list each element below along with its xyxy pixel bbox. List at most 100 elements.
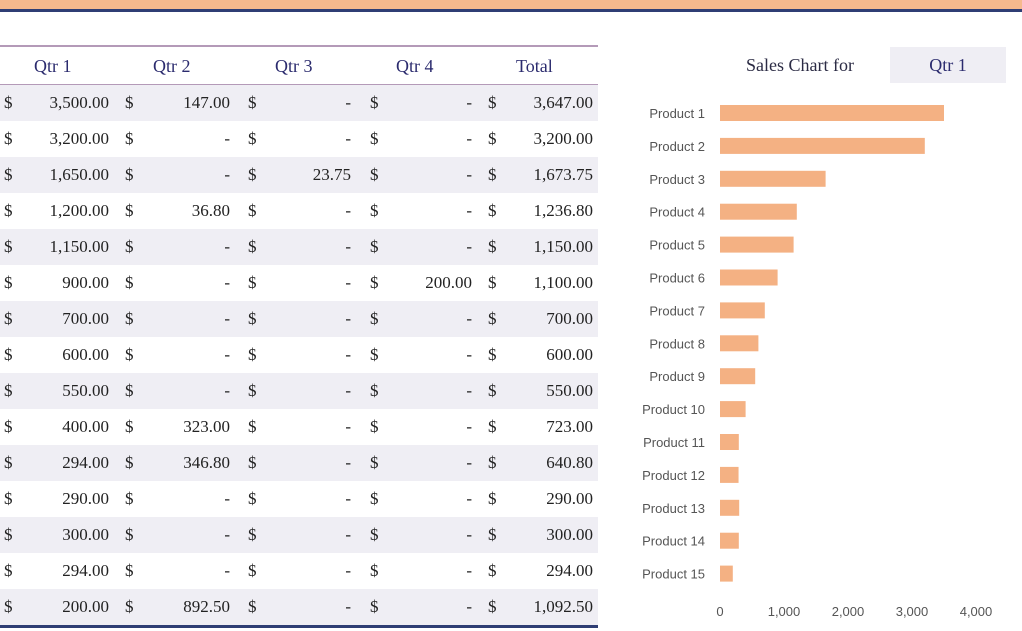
currency-symbol: $	[4, 525, 13, 544]
table-cell: -	[224, 237, 230, 256]
sales-table: Qtr 1 Qtr 2 Qtr 3 Qtr 4 Total $3,500.00 $147.…	[0, 45, 598, 628]
table-cell: 290.00	[546, 489, 593, 508]
currency-symbol: $	[4, 237, 13, 256]
table-cell: -	[466, 165, 472, 184]
currency-symbol: $	[4, 273, 13, 292]
table-cell: 700.00	[546, 309, 593, 328]
table-row: $400.00 $323.00 $ - $ - $723.00	[0, 409, 598, 445]
category-label: Product 7	[649, 303, 705, 318]
table-cell: 3,647.00	[533, 93, 594, 112]
table-row: $600.00 $ - $ - $ - $600.00	[0, 337, 598, 373]
currency-symbol: $	[248, 525, 257, 544]
table-cell: -	[466, 381, 472, 400]
currency-symbol: $	[248, 489, 257, 508]
table-cell: -	[224, 489, 230, 508]
table-row: $3,500.00 $147.00 $ - $ - $3,647.00	[0, 85, 598, 121]
currency-symbol: $	[488, 201, 497, 220]
table-cell: 3,200.00	[49, 129, 110, 148]
category-label: Product 12	[642, 468, 705, 483]
column-header: Total	[516, 56, 553, 76]
currency-symbol: $	[248, 273, 257, 292]
table-cell: 723.00	[546, 417, 593, 436]
quarter-selector[interactable]: Qtr 1	[890, 47, 1006, 83]
currency-symbol: $	[488, 309, 497, 328]
table-cell: -	[466, 525, 472, 544]
currency-symbol: $	[4, 561, 13, 580]
currency-symbol: $	[370, 345, 379, 364]
currency-symbol: $	[488, 561, 497, 580]
table-cell: -	[224, 525, 230, 544]
currency-symbol: $	[4, 489, 13, 508]
table-cell: -	[466, 237, 472, 256]
currency-symbol: $	[370, 561, 379, 580]
table-cell: -	[345, 345, 351, 364]
table-cell: -	[345, 93, 351, 112]
currency-symbol: $	[488, 129, 497, 148]
table-cell: -	[345, 453, 351, 472]
table-row: $1,150.00 $ - $ - $ - $1,150.00	[0, 229, 598, 265]
currency-symbol: $	[248, 237, 257, 256]
table-cell: 600.00	[62, 345, 109, 364]
table-cell: -	[466, 453, 472, 472]
table-cell: 550.00	[62, 381, 109, 400]
currency-symbol: $	[125, 93, 134, 112]
table-cell: -	[224, 273, 230, 292]
column-header: Qtr 1	[34, 56, 72, 76]
currency-symbol: $	[125, 525, 134, 544]
table-row: $550.00 $ - $ - $ - $550.00	[0, 373, 598, 409]
x-tick-label: 2,000	[832, 604, 865, 619]
table-cell: -	[345, 129, 351, 148]
bar	[720, 368, 756, 385]
currency-symbol: $	[370, 201, 379, 220]
currency-symbol: $	[125, 561, 134, 580]
table-bottom-border	[0, 625, 598, 628]
table-cell: -	[345, 309, 351, 328]
table-cell: -	[345, 237, 351, 256]
chart-title: Sales Chart for	[746, 55, 854, 75]
currency-symbol: $	[125, 417, 134, 436]
table-cell: -	[224, 345, 230, 364]
table-cell: 294.00	[62, 453, 109, 472]
currency-symbol: $	[125, 597, 134, 616]
table-cell: 300.00	[546, 525, 593, 544]
category-label: Product 9	[649, 369, 705, 384]
category-label: Product 4	[649, 205, 705, 220]
bar	[720, 401, 746, 418]
table-cell: -	[466, 561, 472, 580]
table-cell: -	[345, 489, 351, 508]
table-cell: 300.00	[62, 525, 109, 544]
category-label: Product 14	[642, 534, 705, 549]
table-cell: 1,650.00	[49, 165, 110, 184]
table-cell: -	[466, 345, 472, 364]
table-cell: 294.00	[62, 561, 109, 580]
currency-symbol: $	[488, 489, 497, 508]
currency-symbol: $	[488, 93, 497, 112]
currency-symbol: $	[4, 597, 13, 616]
currency-symbol: $	[125, 237, 134, 256]
table-cell: 600.00	[546, 345, 593, 364]
table-cell: -	[345, 201, 351, 220]
table-cell: 23.75	[312, 165, 351, 184]
category-label: Product 5	[649, 238, 705, 253]
table-cell: -	[224, 309, 230, 328]
table-cell: 640.80	[546, 453, 593, 472]
table-cell: 1,150.00	[533, 237, 594, 256]
table-cell: -	[466, 597, 472, 616]
currency-symbol: $	[488, 597, 497, 616]
table-cell: -	[345, 561, 351, 580]
table-cell: 1,673.75	[533, 165, 594, 184]
currency-symbol: $	[4, 345, 13, 364]
currency-symbol: $	[488, 237, 497, 256]
currency-symbol: $	[488, 273, 497, 292]
bar	[720, 565, 733, 582]
table-cell: -	[466, 129, 472, 148]
currency-symbol: $	[370, 489, 379, 508]
table-row: $290.00 $ - $ - $ - $290.00	[0, 481, 598, 517]
currency-symbol: $	[370, 129, 379, 148]
table-cell: 290.00	[62, 489, 109, 508]
table-row: $1,650.00 $ - $23.75 $ - $1,673.75	[0, 157, 598, 193]
table-cell: 550.00	[546, 381, 593, 400]
currency-symbol: $	[125, 201, 134, 220]
table-cell: 1,100.00	[533, 273, 594, 292]
table-header-row: Qtr 1 Qtr 2 Qtr 3 Qtr 4 Total	[0, 45, 598, 85]
